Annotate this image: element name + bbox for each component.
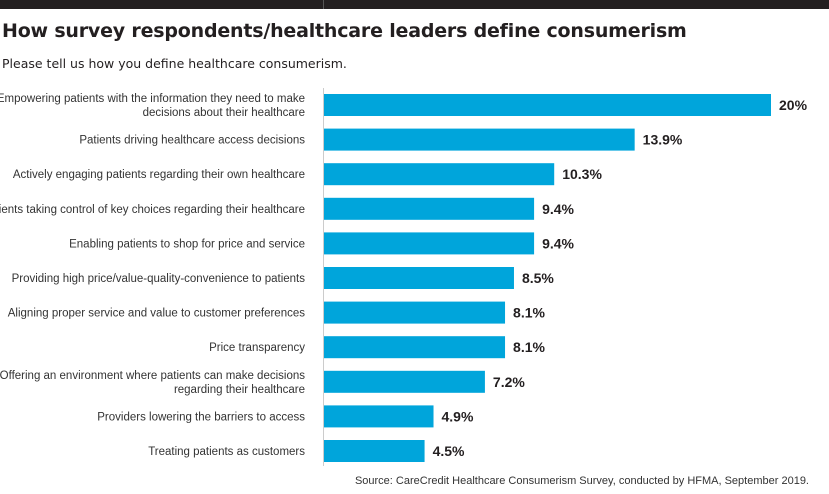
chart-subtitle: Please tell us how you define healthcare… — [2, 56, 347, 71]
data-label: 10.3% — [562, 166, 602, 182]
bar — [324, 405, 434, 428]
category-label: decisions about their healthcare — [143, 107, 305, 119]
data-label: 8.5% — [522, 270, 554, 286]
data-label: 4.5% — [433, 443, 465, 459]
category-label: Patients driving healthcare access decis… — [79, 135, 305, 147]
category-label: Treating patients as customers — [148, 446, 305, 458]
category-label: Providers lowering the barriers to acces… — [97, 411, 305, 423]
category-label: Patients taking control of key choices r… — [0, 204, 305, 216]
data-label: 9.4% — [542, 201, 574, 217]
category-label: regarding their healthcare — [174, 384, 305, 396]
category-label: Enabling patients to shop for price and … — [69, 238, 305, 250]
data-label: 9.4% — [542, 235, 574, 251]
data-label: 8.1% — [513, 339, 545, 355]
category-label: Actively engaging patients regarding the… — [13, 169, 305, 181]
category-label: Price transparency — [209, 342, 305, 354]
bar — [324, 440, 425, 462]
data-label: 8.1% — [513, 305, 545, 321]
bar — [324, 128, 635, 151]
category-label: Empowering patients with the information… — [0, 93, 305, 105]
bar — [324, 94, 771, 116]
bar — [324, 197, 535, 220]
bar — [324, 301, 506, 324]
chart-title: How survey respondents/healthcare leader… — [2, 20, 687, 42]
data-label: 7.2% — [493, 374, 525, 390]
bar — [324, 163, 555, 186]
bar — [324, 370, 485, 393]
bar — [324, 267, 514, 289]
bar — [324, 232, 535, 255]
data-label: 13.9% — [643, 132, 683, 148]
bar — [324, 336, 506, 359]
category-label: Providing high price/value-quality-conve… — [12, 273, 306, 285]
category-label: Offering an environment where patients c… — [0, 370, 305, 382]
banner-divider — [323, 0, 324, 9]
category-label: Aligning proper service and value to cus… — [8, 308, 305, 320]
top-banner — [0, 0, 829, 9]
data-label: 4.9% — [442, 408, 474, 424]
source-note: Source: CareCredit Healthcare Consumeris… — [354, 475, 809, 487]
data-label: 20% — [779, 97, 808, 113]
